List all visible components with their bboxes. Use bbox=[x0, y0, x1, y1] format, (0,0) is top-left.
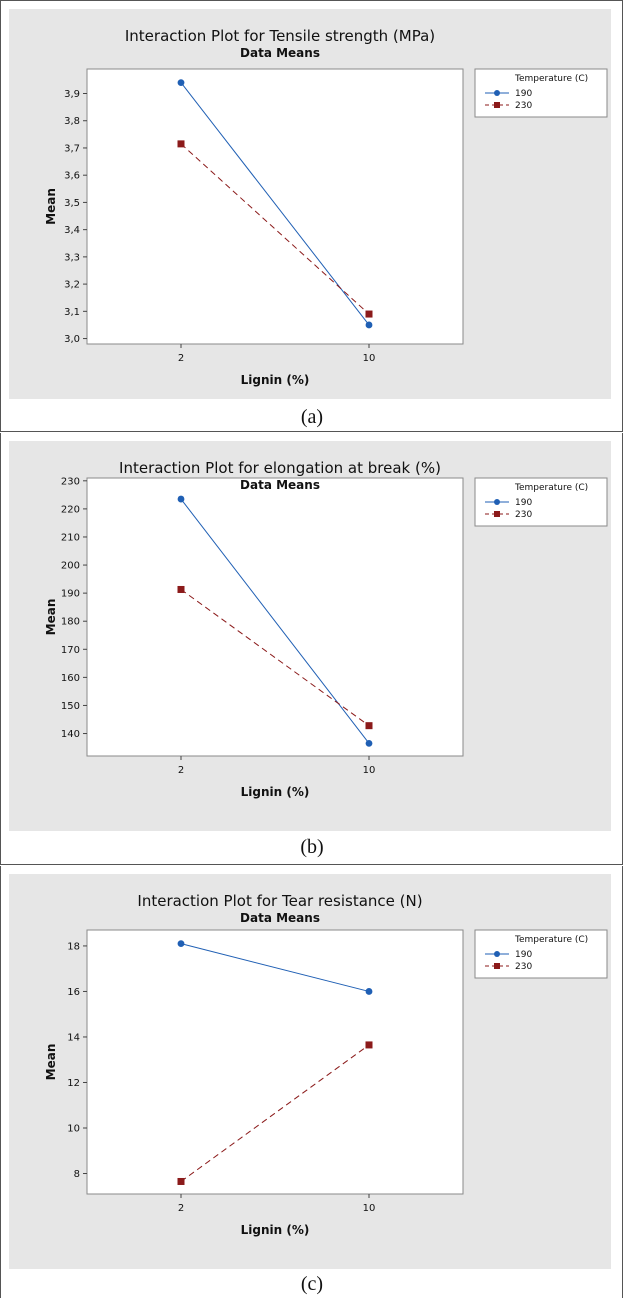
y-tick-label: 3,5 bbox=[64, 198, 80, 209]
y-tick-label: 8 bbox=[74, 1169, 80, 1180]
chart-panel-b: Interaction Plot for elongation at break… bbox=[0, 433, 623, 865]
chart-panel-a: Interaction Plot for Tensile strength (M… bbox=[0, 0, 623, 432]
data-point-230 bbox=[365, 1041, 373, 1049]
legend-marker-190 bbox=[494, 951, 500, 957]
chart-title: Interaction Plot for Tear resistance (N) bbox=[137, 892, 422, 910]
legend-label-190: 190 bbox=[515, 89, 532, 99]
y-tick-label: 3,4 bbox=[64, 225, 80, 236]
y-tick-label: 3,3 bbox=[64, 252, 80, 263]
series-line-190 bbox=[180, 82, 370, 326]
plot-area bbox=[86, 929, 464, 1195]
interaction-plot-tear-resistance: Interaction Plot for Tear resistance (N)… bbox=[9, 874, 611, 1295]
series-line-230 bbox=[180, 1044, 370, 1182]
y-tick-label: 18 bbox=[67, 941, 80, 952]
legend-marker-190 bbox=[494, 90, 500, 96]
y-tick-label: 220 bbox=[61, 504, 80, 515]
legend-marker-230 bbox=[494, 102, 500, 108]
plot-area bbox=[86, 477, 464, 757]
data-point-230 bbox=[365, 722, 373, 730]
y-tick-label: 3,1 bbox=[64, 307, 80, 318]
data-point-190 bbox=[365, 739, 373, 747]
y-tick-label: 16 bbox=[67, 987, 80, 998]
series-line-190 bbox=[180, 943, 370, 992]
chart-panel-c: Interaction Plot for Tear resistance (N)… bbox=[0, 866, 623, 1298]
legend-box bbox=[474, 68, 608, 118]
data-point-230 bbox=[177, 585, 185, 593]
legend-label-190: 190 bbox=[515, 950, 532, 960]
y-tick-label: 200 bbox=[61, 561, 80, 572]
data-point-190 bbox=[177, 940, 185, 948]
interaction-plot-tensile-strength: Interaction Plot for Tensile strength (M… bbox=[9, 9, 611, 428]
legend-marker-190 bbox=[494, 499, 500, 505]
y-tick-label: 10 bbox=[67, 1124, 80, 1135]
legend-label-230: 230 bbox=[515, 510, 532, 520]
y-axis-label: Mean bbox=[44, 188, 58, 225]
data-point-230 bbox=[177, 140, 185, 148]
x-axis-label: Lignin (%) bbox=[241, 785, 310, 799]
chart-subtitle: Data Means bbox=[240, 46, 320, 60]
data-point-190 bbox=[365, 988, 373, 995]
interaction-plot-elongation: Interaction Plot for elongation at break… bbox=[9, 441, 611, 858]
chart-title: Interaction Plot for Tensile strength (M… bbox=[125, 27, 435, 45]
figure-caption: (a) bbox=[301, 406, 323, 428]
legend-marker-230 bbox=[494, 963, 500, 969]
legend-label-190: 190 bbox=[515, 498, 532, 508]
chart-subtitle: Data Means bbox=[240, 478, 320, 492]
chart-subtitle: Data Means bbox=[240, 911, 320, 925]
x-axis-label: Lignin (%) bbox=[241, 1223, 310, 1237]
y-tick-label: 140 bbox=[61, 729, 80, 740]
y-tick-label: 150 bbox=[61, 701, 80, 712]
data-point-190 bbox=[365, 321, 373, 329]
x-tick-label: 10 bbox=[363, 1203, 376, 1214]
x-tick-label: 2 bbox=[178, 1203, 184, 1214]
y-tick-label: 160 bbox=[61, 673, 80, 684]
y-tick-label: 190 bbox=[61, 589, 80, 600]
y-tick-label: 3,9 bbox=[64, 89, 80, 100]
figure-caption: (c) bbox=[301, 1273, 323, 1295]
series-line-230 bbox=[180, 143, 370, 315]
legend-label-230: 230 bbox=[515, 962, 532, 972]
y-tick-label: 3,0 bbox=[64, 334, 80, 345]
y-tick-label: 12 bbox=[67, 1078, 80, 1089]
data-point-230 bbox=[177, 1177, 185, 1185]
data-point-190 bbox=[177, 79, 185, 87]
legend-title: Temperature (C) bbox=[514, 935, 588, 945]
y-tick-label: 3,8 bbox=[64, 116, 80, 127]
legend-title: Temperature (C) bbox=[514, 483, 588, 493]
figure-caption: (b) bbox=[300, 836, 323, 858]
x-tick-label: 10 bbox=[363, 765, 376, 776]
x-tick-label: 2 bbox=[178, 765, 184, 776]
data-point-190 bbox=[177, 495, 185, 503]
legend-title: Temperature (C) bbox=[514, 74, 588, 84]
series-line-230 bbox=[180, 589, 370, 727]
y-tick-label: 3,7 bbox=[64, 143, 80, 154]
y-tick-label: 180 bbox=[61, 617, 80, 628]
y-tick-label: 3,6 bbox=[64, 171, 80, 182]
y-tick-label: 3,2 bbox=[64, 280, 80, 291]
x-axis-label: Lignin (%) bbox=[241, 373, 310, 387]
legend-marker-230 bbox=[494, 511, 500, 517]
x-tick-label: 2 bbox=[178, 353, 184, 364]
y-tick-label: 210 bbox=[61, 532, 80, 543]
y-axis-label: Mean bbox=[44, 1044, 58, 1081]
y-tick-label: 14 bbox=[67, 1032, 80, 1043]
y-axis-label: Mean bbox=[44, 599, 58, 636]
y-tick-label: 170 bbox=[61, 645, 80, 656]
x-tick-label: 10 bbox=[363, 353, 376, 364]
legend-label-230: 230 bbox=[515, 101, 532, 111]
data-point-230 bbox=[365, 310, 373, 318]
chart-title: Interaction Plot for elongation at break… bbox=[119, 459, 441, 477]
y-tick-label: 230 bbox=[61, 476, 80, 487]
plot-area bbox=[86, 68, 464, 345]
